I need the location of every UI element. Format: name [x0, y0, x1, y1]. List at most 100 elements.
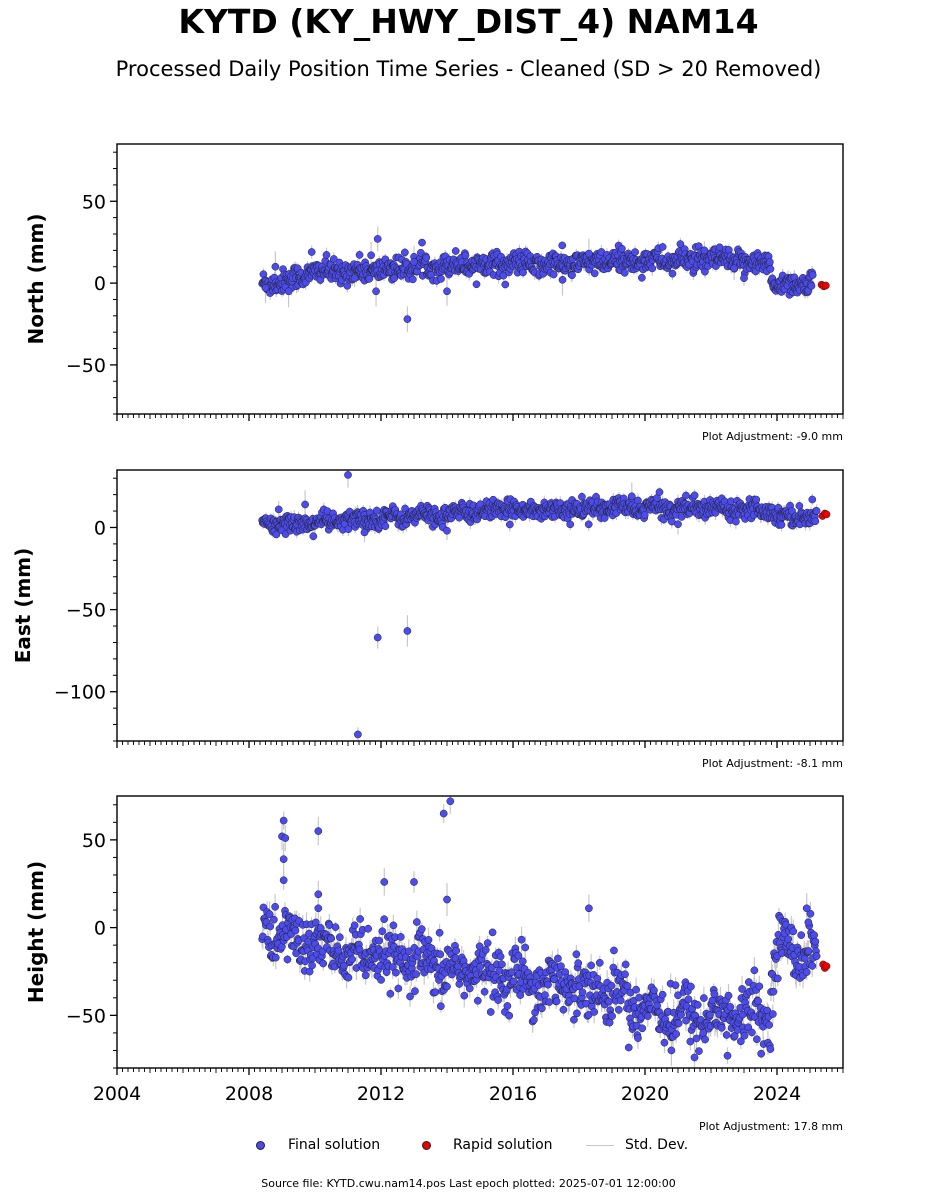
- final-point: [618, 244, 626, 253]
- final-point: [777, 520, 786, 529]
- final-point: [271, 902, 279, 911]
- final-point: [283, 955, 292, 964]
- final-point: [585, 249, 593, 258]
- final-point: [372, 287, 380, 296]
- final-point: [418, 238, 426, 247]
- final-point: [808, 271, 817, 279]
- final-point: [795, 502, 804, 510]
- final-point: [590, 269, 599, 278]
- y-tick-label: 0: [94, 517, 106, 539]
- final-point: [350, 274, 359, 283]
- chart-subtitle: Processed Daily Position Time Series - C…: [115, 57, 822, 81]
- final-point: [519, 268, 527, 277]
- final-point: [266, 922, 275, 931]
- final-point: [443, 287, 451, 296]
- y-tick-label: 50: [82, 191, 106, 213]
- final-point: [301, 500, 309, 509]
- final-point: [451, 247, 460, 255]
- final-point: [472, 280, 481, 289]
- final-point: [807, 282, 816, 290]
- final-point: [274, 505, 283, 514]
- final-point: [373, 633, 382, 642]
- rapid-solution-points: [817, 280, 830, 291]
- final-point: [640, 510, 649, 519]
- final-point: [505, 520, 514, 529]
- final-point: [291, 926, 300, 935]
- final-point: [390, 274, 399, 283]
- final-point: [344, 525, 353, 534]
- final-point: [403, 315, 412, 323]
- final-point: [270, 915, 278, 924]
- final-point: [631, 248, 639, 256]
- final-point: [307, 248, 316, 256]
- final-point: [655, 488, 664, 496]
- final-point: [381, 522, 390, 531]
- y-tick-label: −50: [66, 355, 106, 377]
- final-point: [752, 495, 761, 504]
- final-point: [700, 246, 709, 255]
- final-point: [284, 287, 293, 296]
- final-point: [765, 258, 774, 266]
- final-point: [811, 517, 820, 526]
- y-axis-label: North (mm): [24, 213, 48, 344]
- final-point: [309, 532, 318, 541]
- final-point: [740, 274, 748, 283]
- final-point: [732, 517, 740, 526]
- rapid-point: [822, 510, 831, 519]
- final-point: [373, 235, 382, 243]
- final-point: [600, 514, 609, 522]
- final-point: [265, 910, 274, 919]
- final-point: [668, 269, 677, 278]
- final-point: [437, 274, 445, 283]
- final-point: [501, 280, 510, 289]
- final-point: [360, 528, 369, 537]
- final-point: [766, 265, 775, 273]
- final-point: [271, 262, 280, 271]
- final-point: [566, 520, 575, 529]
- final-point: [584, 520, 593, 529]
- final-point: [674, 520, 682, 529]
- rapid-point: [821, 281, 830, 290]
- final-point: [682, 491, 690, 500]
- final-point: [808, 495, 817, 504]
- final-point: [271, 953, 280, 962]
- final-point: [422, 253, 431, 262]
- final-point: [344, 471, 352, 479]
- final-point: [627, 492, 636, 501]
- chart-title: KYTD (KY_HWY_DIST_4) NAM14: [178, 2, 759, 41]
- y-tick-label: −100: [54, 682, 106, 704]
- final-point: [812, 507, 821, 515]
- plot-adjustment-note: Plot Adjustment: -8.1 mm: [702, 757, 843, 770]
- final-point: [367, 251, 375, 260]
- final-point: [620, 269, 629, 277]
- final-point: [403, 627, 412, 635]
- final-point: [410, 257, 418, 266]
- final-point: [558, 275, 567, 284]
- rapid-solution-points: [818, 509, 831, 520]
- final-point: [730, 264, 738, 273]
- y-tick-label: −50: [66, 600, 106, 622]
- final-point: [443, 526, 451, 535]
- final-point: [354, 730, 362, 739]
- final-point: [676, 240, 685, 248]
- final-point: [549, 270, 558, 279]
- final-point: [648, 264, 657, 273]
- final-point: [401, 248, 409, 257]
- final-solution-points: [258, 471, 821, 739]
- final-point: [461, 251, 470, 260]
- final-point: [408, 275, 417, 284]
- final-point: [329, 255, 338, 263]
- plot-adjustment-note: Plot Adjustment: -9.0 mm: [702, 430, 843, 443]
- final-point: [690, 491, 699, 500]
- y-tick-label: 0: [94, 273, 106, 295]
- final-point: [355, 251, 364, 259]
- panel-north: −50 0 50 North (mm) Plot Adjustment: -9.0 mm: [24, 143, 844, 443]
- panel-east: −100 −50 0 East (mm) Plot Adjustment: -8.1 m…: [11, 469, 844, 770]
- final-point: [558, 241, 567, 250]
- final-point: [372, 506, 381, 515]
- y-axis-label: East (mm): [11, 548, 35, 664]
- final-point: [322, 251, 331, 259]
- final-solution-points: [258, 235, 817, 323]
